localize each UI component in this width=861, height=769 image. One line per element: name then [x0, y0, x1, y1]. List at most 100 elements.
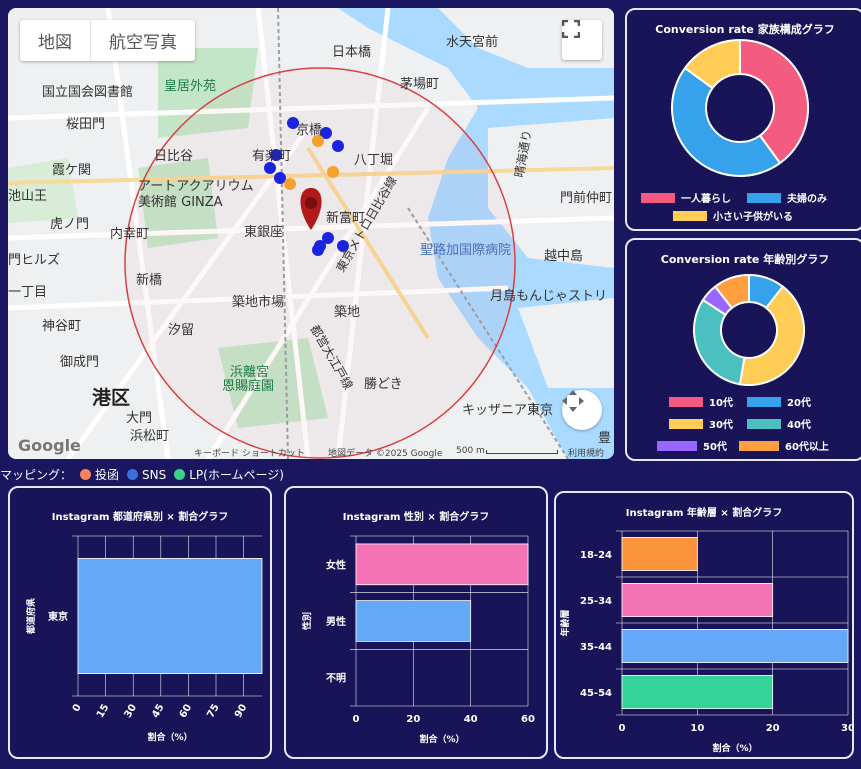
bar-女性[interactable]: [355, 543, 529, 586]
legend-item[interactable]: 10代: [669, 394, 733, 409]
pie-slice-夫婦のみ[interactable]: [671, 66, 782, 177]
legend-sns-label: SNS: [142, 467, 167, 482]
fullscreen-button[interactable]: [562, 20, 602, 60]
place-label: アートアクアリウム: [138, 179, 254, 194]
x-tick-label: 60: [521, 714, 535, 725]
legend-item[interactable]: 20代: [747, 394, 811, 409]
pie-slice-小さい子供がいる[interactable]: [683, 38, 741, 90]
legend-label: 10代: [709, 398, 733, 409]
y-tick-label: 25-34: [580, 596, 612, 607]
place-label: 新橋: [136, 272, 162, 288]
x-tick-label: 20: [766, 723, 780, 734]
mapping-legend-label: マッピング：: [0, 468, 73, 482]
map-data-label: 地図データ ©2025 Google: [328, 449, 443, 459]
google-logo: Google: [18, 436, 81, 455]
x-tick-label: 0: [71, 702, 84, 714]
place-label: 新富町: [326, 210, 365, 226]
place-label: 大門: [126, 411, 152, 426]
agegroup-chart-panel: Instagram 年齢層 × 割合グラフ 0 10 20 30 18-24 25-34 3…: [554, 491, 854, 759]
place-label: 築地: [334, 305, 360, 320]
map-view[interactable]: 日本橋 水天宮前 皇居外苑 茅場町 国立国会図書館 桜田門 京橋 八丁堀 日比谷…: [8, 8, 614, 459]
y-tick-label: 不明: [326, 673, 346, 685]
place-label: 東銀座: [244, 224, 283, 240]
x-tick-label: 0: [619, 723, 626, 734]
legend-item[interactable]: 50代: [657, 438, 727, 453]
place-label: 茅場町: [400, 77, 439, 92]
shortcuts-link[interactable]: キーボード ショートカット: [194, 449, 305, 459]
legend-item[interactable]: 60代以上: [739, 438, 829, 453]
place-label: 月島もんじゃストリ: [490, 289, 607, 304]
legend-item[interactable]: 30代: [669, 416, 733, 431]
place-label: 御成門: [60, 355, 99, 370]
bar-25-34[interactable]: [621, 583, 774, 617]
pie-slice-60代以上[interactable]: [713, 274, 750, 310]
place-label: 有楽町: [252, 148, 291, 164]
x-tick-label: 30: [841, 723, 854, 734]
place-label: 美術館 GINZA: [138, 195, 223, 210]
place-label: 日本橋: [332, 45, 371, 60]
bar-45-54[interactable]: [621, 675, 774, 709]
legend-label: 40代: [787, 420, 811, 431]
x-tick-label: 20: [406, 714, 420, 725]
map-button[interactable]: 地図: [38, 33, 72, 53]
map-canvas[interactable]: 日本橋 水天宮前 皇居外苑 茅場町 国立国会図書館 桜田門 京橋 八丁堀 日比谷…: [8, 8, 614, 459]
place-label: 門ヒルズ: [8, 252, 60, 268]
y-axis-label: 性別: [301, 612, 313, 630]
gender-chart-title: Instagram 性別 × 割合グラフ: [342, 512, 490, 523]
place-label: 浜離宮: [230, 364, 269, 380]
place-label: 神谷町: [42, 319, 81, 334]
gesture-button[interactable]: [562, 390, 602, 430]
bar-18-24[interactable]: [621, 537, 698, 571]
satellite-button[interactable]: 航空写真: [90, 20, 195, 61]
legend-item[interactable]: 40代: [747, 416, 811, 431]
legend-item[interactable]: 小さい子供がいる: [673, 208, 793, 223]
pie-slice-30代[interactable]: [738, 285, 805, 386]
lp-dot-icon: [174, 469, 186, 480]
legend-swatch: [669, 418, 703, 429]
bar-男性[interactable]: [355, 600, 472, 642]
y-tick-label: 女性: [326, 558, 346, 571]
legend-post-label: 投函: [95, 468, 120, 482]
place-label: 水天宮前: [446, 34, 498, 50]
family-chart-panel: Conversion rate 家族構成グラフ 一人暮らし 夫婦のみ 小さい子供…: [625, 8, 861, 231]
pie-slice-一人暮らし[interactable]: [739, 38, 809, 165]
legend-label: 小さい子供がいる: [713, 212, 793, 223]
pie-slice-40代[interactable]: [693, 298, 746, 386]
legend-item[interactable]: 一人暮らし: [641, 190, 731, 205]
x-tick-label: 30: [123, 702, 140, 720]
map-type-control: 地図 航空写真: [20, 20, 195, 61]
age-pie-chart[interactable]: [693, 274, 805, 386]
center-pin[interactable]: [300, 188, 322, 230]
place-label: 皇居外苑: [164, 79, 216, 94]
sns-markers[interactable]: [264, 117, 349, 256]
terms-link[interactable]: 利用規約: [568, 449, 605, 459]
radius-circle: [124, 67, 516, 459]
post-dot-icon: [80, 469, 92, 480]
legend-swatch: [673, 210, 707, 221]
legend-swatch: [747, 396, 781, 407]
place-label: 恩賜庭園: [222, 378, 274, 394]
agegroup-bar-chart[interactable]: 0 10 20 30 18-24 25-34 35-44 45-54 割合（%） 年齢層: [556, 521, 854, 759]
legend-label: 60代以上: [785, 442, 829, 453]
y-tick-label: 東京: [48, 610, 68, 623]
x-tick-label: 0: [353, 714, 360, 725]
move-icon: [562, 390, 584, 412]
place-label: 国立国会図書館: [42, 85, 133, 100]
place-label: 港区: [92, 387, 130, 409]
place-label: キッザニア東京: [462, 402, 553, 418]
x-tick-label: 60: [178, 702, 195, 720]
legend-item[interactable]: 夫婦のみ: [747, 190, 827, 205]
place-label: 日比谷: [154, 149, 193, 164]
pref-chart-panel: Instagram 都道府県別 × 割合グラフ 0 15 30 45 60 75 90 東京割…: [8, 486, 272, 759]
place-label: 内幸町: [110, 226, 149, 242]
sns-dot-icon: [127, 469, 139, 480]
place-label: 豊: [598, 431, 611, 446]
legend-lp-label: LP(ホームページ): [189, 468, 284, 482]
bar-35-44[interactable]: [621, 629, 849, 663]
family-pie-chart[interactable]: [670, 38, 810, 178]
bar-東京[interactable]: [77, 558, 263, 674]
x-tick-label: 45: [150, 702, 167, 720]
gender-chart-panel: Instagram 性別 × 割合グラフ 0 20 40 60 女性 男性 不明 割合（%） 性…: [284, 486, 548, 759]
